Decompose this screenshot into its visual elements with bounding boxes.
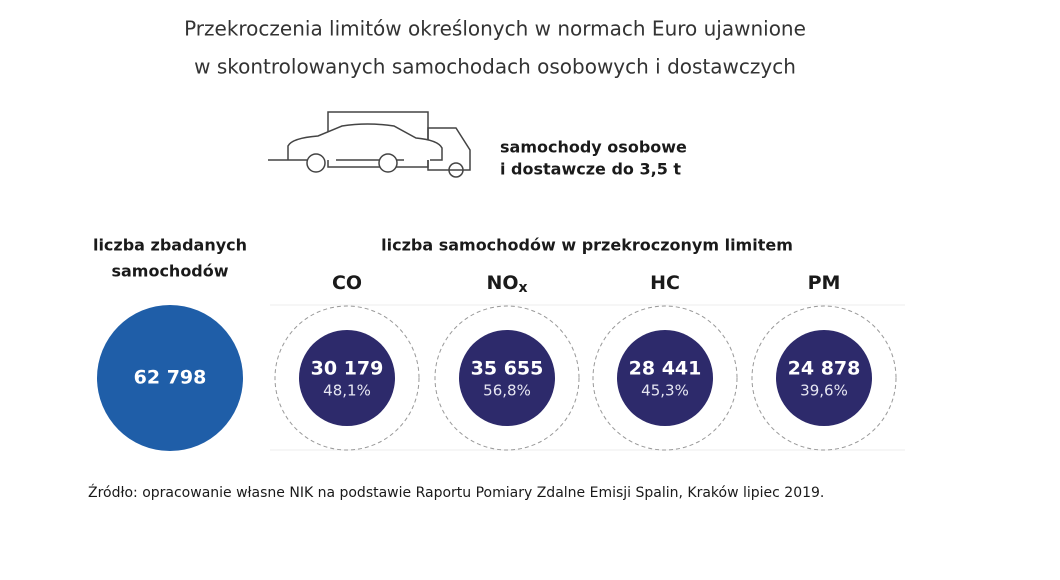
dashed-ring [274, 305, 420, 451]
wheel [306, 153, 326, 173]
pollutant-circle [459, 330, 555, 426]
pollutant-name: HC [650, 272, 680, 294]
dashed-ring [751, 305, 897, 451]
title-line: w skontrolowanych samochodach osobowych … [194, 55, 796, 79]
truck-cab [427, 127, 471, 171]
examined-circle [97, 305, 243, 451]
pollutant-value: 30 179 [311, 358, 384, 380]
dashed-ring [592, 305, 738, 451]
pollutant-name: PM [808, 272, 841, 294]
pollutant-value: 35 655 [471, 358, 544, 380]
pollutant-circle [299, 330, 395, 426]
pollutant-subscript: x [519, 280, 528, 296]
title-line: Przekroczenia limitów określonych w norm… [184, 17, 806, 41]
pollutant-value: 24 878 [788, 358, 861, 380]
wheel [448, 162, 464, 178]
examined-header: liczba zbadanych [93, 236, 247, 255]
dashed-ring [434, 305, 580, 451]
car-body [268, 123, 443, 161]
exceeded-header: liczba samochodów w przekroczonym limite… [381, 236, 793, 255]
pollutant-circle [776, 330, 872, 426]
pollutant-name: NO [486, 272, 518, 294]
wheel [378, 153, 398, 173]
pollutant-label: NOx [486, 272, 527, 297]
pollutant-share: 45,3% [641, 382, 689, 400]
examined-header: samochodów [111, 262, 228, 281]
vehicle-icon [268, 111, 471, 178]
pollutant-label: CO [332, 272, 362, 294]
pollutant-value: 28 441 [629, 358, 702, 380]
pollutant-share: 39,6% [800, 382, 848, 400]
pollutant-label: PM [808, 272, 841, 294]
source: Źródło: opracowanie własne NIK na podsta… [88, 483, 824, 501]
vehicle-label: i dostawcze do 3,5 t [500, 160, 681, 179]
pollutant-label: HC [650, 272, 680, 294]
pollutant-name: CO [332, 272, 362, 294]
pollutant-share: 56,8% [483, 382, 531, 400]
examined-value: 62 798 [134, 367, 207, 389]
vehicle-label: samochody osobowe [500, 138, 687, 157]
pollutant-share: 48,1% [323, 382, 371, 400]
pollutant-circle [617, 330, 713, 426]
